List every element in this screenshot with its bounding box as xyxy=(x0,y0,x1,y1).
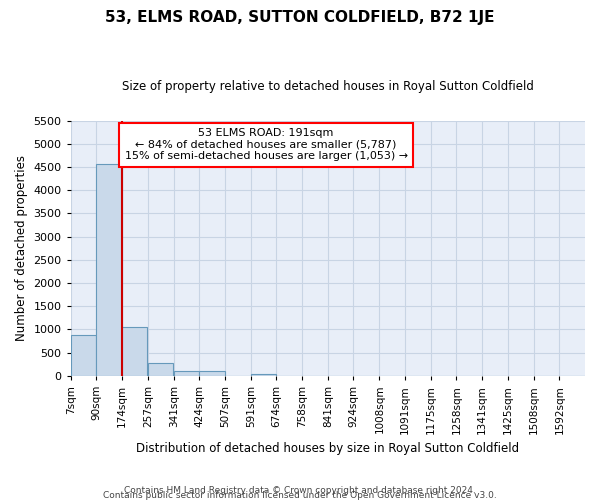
Bar xyxy=(199,371,224,376)
Bar xyxy=(71,335,96,376)
Y-axis label: Number of detached properties: Number of detached properties xyxy=(15,155,28,341)
Title: Size of property relative to detached houses in Royal Sutton Coldfield: Size of property relative to detached ho… xyxy=(122,80,534,93)
Text: 53, ELMS ROAD, SUTTON COLDFIELD, B72 1JE: 53, ELMS ROAD, SUTTON COLDFIELD, B72 1JE xyxy=(105,10,495,25)
Bar xyxy=(251,374,276,376)
Bar xyxy=(122,326,148,376)
Bar xyxy=(96,164,122,376)
Bar xyxy=(148,363,173,376)
Text: 53 ELMS ROAD: 191sqm
← 84% of detached houses are smaller (5,787)
15% of semi-de: 53 ELMS ROAD: 191sqm ← 84% of detached h… xyxy=(125,128,408,162)
Text: Contains public sector information licensed under the Open Government Licence v3: Contains public sector information licen… xyxy=(103,491,497,500)
Text: Contains HM Land Registry data © Crown copyright and database right 2024.: Contains HM Land Registry data © Crown c… xyxy=(124,486,476,495)
X-axis label: Distribution of detached houses by size in Royal Sutton Coldfield: Distribution of detached houses by size … xyxy=(136,442,520,455)
Bar xyxy=(173,371,199,376)
